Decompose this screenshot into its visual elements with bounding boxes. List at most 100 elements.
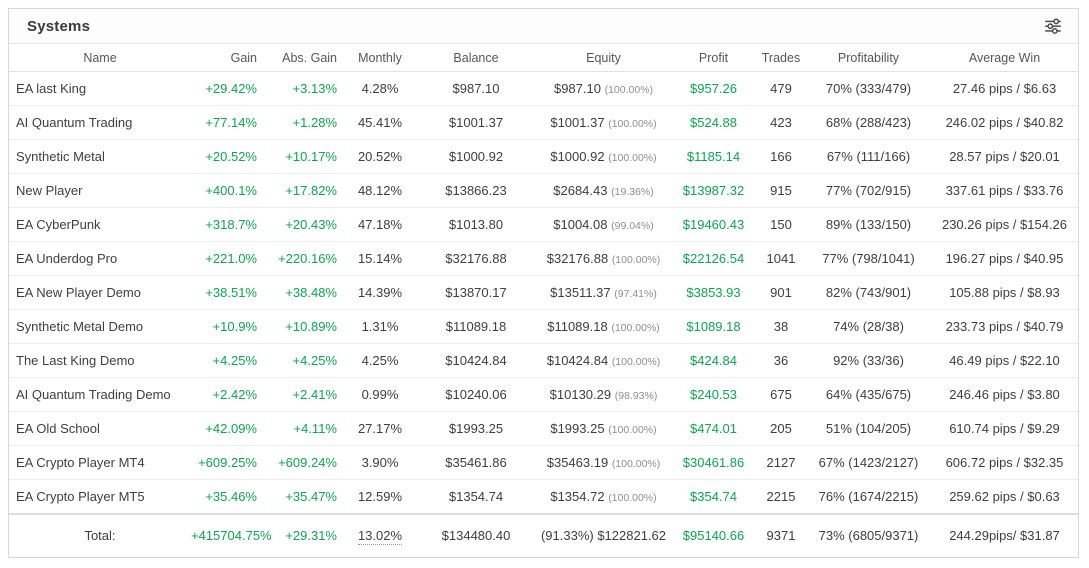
cell-name: EA Underdog Pro	[9, 241, 191, 276]
equity-value: $13511.37	[550, 285, 615, 300]
cell-trades: 479	[756, 71, 806, 106]
cell-trades: 2127	[756, 445, 806, 480]
systems-panel: Systems Name Gain Abs. Gain Monthly Balance E…	[8, 8, 1079, 558]
equity-percent: (19.36%)	[611, 186, 654, 198]
equity-value: $1354.72	[550, 489, 609, 504]
cell-abs_gain: +609.24%	[264, 445, 344, 480]
cell-avg_win: 610.74 pips / $9.29	[931, 411, 1078, 446]
cell-abs_gain: +20.43%	[264, 207, 344, 242]
cell-equity: $1001.37 (100.00%)	[536, 105, 671, 140]
cell-name: EA Crypto Player MT4	[9, 445, 191, 480]
cell-profitability: 76% (1674/2215)	[806, 479, 931, 515]
cell-trades: 166	[756, 139, 806, 174]
cell-gain: +318.7%	[191, 207, 264, 242]
total-row: Total: +415704.75% +29.31% 13.02% $134480.40…	[9, 513, 1078, 555]
table-row[interactable]: The Last King Demo +4.25% +4.25% 4.25% $1042…	[9, 343, 1078, 378]
cell-name: Synthetic Metal	[9, 139, 191, 174]
cell-balance: $1013.80	[416, 207, 536, 242]
cell-balance: $1993.25	[416, 411, 536, 446]
cell-profit: $3853.93	[671, 275, 756, 310]
total-name: Total:	[9, 513, 191, 555]
cell-monthly: 14.39%	[344, 275, 416, 310]
equity-percent: (99.04%)	[611, 220, 654, 232]
cell-name: AI Quantum Trading	[9, 105, 191, 140]
cell-trades: 38	[756, 309, 806, 344]
cell-profit: $240.53	[671, 377, 756, 412]
equity-percent: (97.41%)	[614, 288, 657, 300]
cell-avg_win: 259.62 pips / $0.63	[931, 479, 1078, 515]
cell-avg_win: 246.46 pips / $3.80	[931, 377, 1078, 412]
cell-monthly: 4.25%	[344, 343, 416, 378]
cell-avg_win: 337.61 pips / $33.76	[931, 173, 1078, 208]
cell-abs_gain: +17.82%	[264, 173, 344, 208]
cell-profit: $19460.43	[671, 207, 756, 242]
equity-value: $2684.43	[553, 183, 612, 198]
table-row[interactable]: EA Underdog Pro +221.0% +220.16% 15.14% $321…	[9, 241, 1078, 276]
total-gain: +415704.75%	[191, 513, 272, 555]
total-trades: 9371	[756, 513, 806, 555]
cell-gain: +77.14%	[191, 105, 264, 140]
equity-value: $1993.25	[550, 421, 609, 436]
cell-name: EA Old School	[9, 411, 191, 446]
cell-trades: 205	[756, 411, 806, 446]
cell-avg_win: 606.72 pips / $32.35	[931, 445, 1078, 480]
equity-value: $1004.08	[553, 217, 612, 232]
table-row[interactable]: EA CyberPunk +318.7% +20.43% 47.18% $1013.80…	[9, 207, 1078, 242]
filter-icon[interactable]	[1040, 13, 1066, 39]
cell-profit: $524.88	[671, 105, 756, 140]
equity-percent: (100.00%)	[608, 118, 657, 130]
cell-monthly: 45.41%	[344, 105, 416, 140]
cell-equity: $11089.18 (100.00%)	[536, 309, 671, 344]
cell-equity: $1004.08 (99.04%)	[536, 207, 671, 242]
equity-value: $1001.37	[550, 115, 609, 130]
cell-profit: $30461.86	[671, 445, 756, 480]
column-header-profit: Profit	[671, 44, 756, 72]
total-equity: (91.33%) $122821.62	[536, 513, 671, 555]
cell-balance: $13870.17	[416, 275, 536, 310]
equity-value: $987.10	[553, 81, 605, 96]
cell-equity: $13511.37 (97.41%)	[536, 275, 671, 310]
cell-monthly: 48.12%	[344, 173, 416, 208]
table-row[interactable]: Synthetic Metal +20.52% +10.17% 20.52% $1000…	[9, 139, 1078, 174]
cell-profit: $474.01	[671, 411, 756, 446]
cell-profitability: 74% (28/38)	[806, 309, 931, 344]
table-row[interactable]: AI Quantum Trading Demo +2.42% +2.41% 0.99%…	[9, 377, 1078, 412]
table-row[interactable]: EA Crypto Player MT4 +609.25% +609.24% 3.90…	[9, 445, 1078, 480]
equity-value: $35463.19	[546, 455, 612, 470]
cell-name: EA last King	[9, 71, 191, 106]
table-row[interactable]: New Player +400.1% +17.82% 48.12% $13866.23 $…	[9, 173, 1078, 208]
table-row[interactable]: EA last King +29.42% +3.13% 4.28% $987.10 $98…	[9, 71, 1078, 106]
table-row[interactable]: AI Quantum Trading +77.14% +1.28% 45.41% $10…	[9, 105, 1078, 140]
column-header-gain: Gain	[191, 44, 264, 72]
cell-monthly: 27.17%	[344, 411, 416, 446]
cell-profitability: 67% (1423/2127)	[806, 445, 931, 480]
cell-equity: $10424.84 (100.00%)	[536, 343, 671, 378]
cell-balance: $13866.23	[416, 173, 536, 208]
cell-equity: $10130.29 (98.93%)	[536, 377, 671, 412]
cell-monthly: 4.28%	[344, 71, 416, 106]
total-monthly: 13.02%	[344, 513, 416, 555]
cell-name: AI Quantum Trading Demo	[9, 377, 191, 412]
table-row[interactable]: EA Old School +42.09% +4.11% 27.17% $1993.25…	[9, 411, 1078, 446]
cell-profit: $1185.14	[671, 139, 756, 174]
cell-name: EA Crypto Player MT5	[9, 479, 191, 515]
table-row[interactable]: EA New Player Demo +38.51% +38.48% 14.39% $1…	[9, 275, 1078, 310]
cell-abs_gain: +35.47%	[264, 479, 344, 515]
equity-value: $10130.29	[549, 387, 615, 402]
table-row[interactable]: Synthetic Metal Demo +10.9% +10.89% 1.31% $1…	[9, 309, 1078, 344]
table-row[interactable]: EA Crypto Player MT5 +35.46% +35.47% 12.59%…	[9, 479, 1078, 515]
equity-percent: (98.93%)	[614, 390, 658, 402]
cell-monthly: 0.99%	[344, 377, 416, 412]
cell-abs_gain: +38.48%	[264, 275, 344, 310]
cell-monthly: 20.52%	[344, 139, 416, 174]
total-monthly-tooltip-value[interactable]: 13.02%	[357, 527, 403, 545]
cell-equity: $987.10 (100.00%)	[536, 71, 671, 106]
equity-percent: (100.00%)	[611, 254, 661, 266]
cell-trades: 675	[756, 377, 806, 412]
cell-gain: +38.51%	[191, 275, 264, 310]
total-profit: $95140.66	[671, 513, 756, 555]
cell-monthly: 1.31%	[344, 309, 416, 344]
cell-equity: $35463.19 (100.00%)	[536, 445, 671, 480]
cell-avg_win: 46.49 pips / $22.10	[931, 343, 1078, 378]
